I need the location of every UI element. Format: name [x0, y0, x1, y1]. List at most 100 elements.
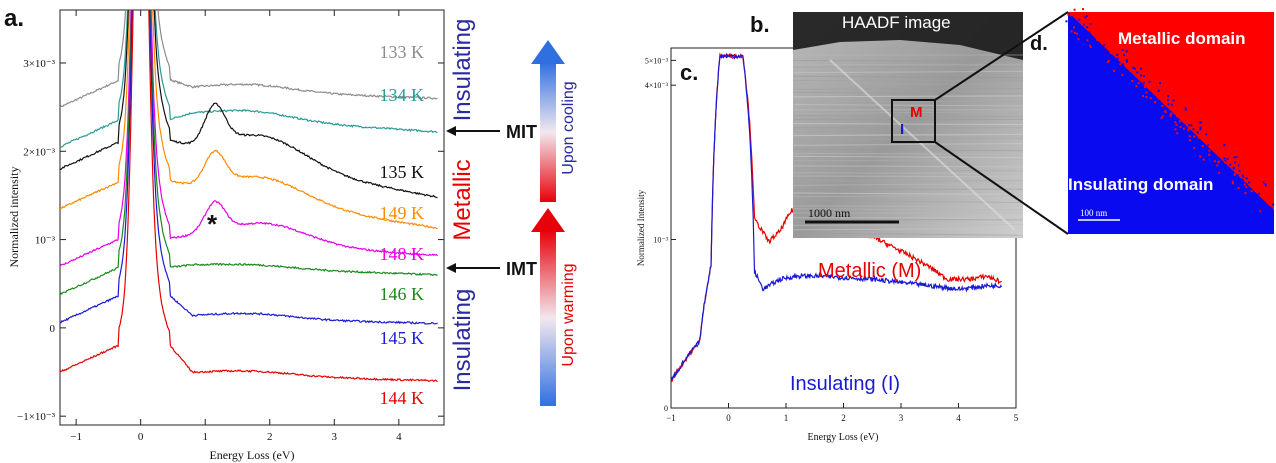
series-line-146k [60, 10, 438, 296]
boundary-pixel [1260, 192, 1262, 195]
mit-arrow-head [446, 126, 456, 136]
panel-a-xticks: −1 0 1 2 3 4 [70, 10, 402, 443]
boundary-pixel [1182, 110, 1185, 113]
panel-a-ytick-label: −1×10⁻³ [17, 411, 56, 423]
temp-label: 133 K [380, 42, 425, 62]
boundary-pixel [1193, 135, 1196, 138]
boundary-pixel [1151, 99, 1154, 102]
boundary-pixel [1243, 177, 1245, 180]
boundary-pixel [1163, 105, 1166, 108]
boundary-pixel [1160, 116, 1163, 119]
boundary-pixel [1107, 47, 1110, 50]
boundary-pixel [1163, 108, 1166, 110]
boundary-pixel [1207, 132, 1210, 135]
haadf-streak [792, 70, 1024, 74]
panel-a-yticks: 3×10⁻³ 2×10⁻³ 10⁻³ 0 −1×10⁻³ [17, 58, 444, 423]
haadf-streak [792, 194, 1024, 198]
boundary-pixel [1213, 142, 1215, 145]
boundary-pixel [1086, 35, 1089, 38]
boundary-pixel [1235, 162, 1238, 165]
boundary-pixel [1238, 169, 1241, 172]
boundary-pixel [1161, 105, 1164, 107]
boundary-pixel [1132, 91, 1135, 94]
boundary-pixel [1233, 173, 1236, 176]
panel-c-yticks: 5×10⁻³ 4×10⁻³ 10⁻³ 0 [645, 56, 676, 413]
boundary-pixel [1243, 183, 1246, 186]
boundary-pixel [1179, 125, 1182, 128]
haadf-streaks [792, 54, 1024, 236]
boundary-pixel [1121, 49, 1124, 51]
boundary-pixel [1245, 182, 1248, 185]
boundary-pixel [1166, 118, 1169, 121]
haadf-dark-region [793, 12, 1023, 60]
mit-label: MIT [506, 122, 537, 142]
boundary-pixel [1089, 44, 1092, 47]
series-line-145k [60, 10, 438, 325]
panel-a-xtick-label: 3 [332, 431, 338, 443]
boundary-pixel [1266, 190, 1269, 192]
boundary-pixel [1242, 176, 1245, 179]
panel-d: d. Metallic domain Insulating domain 100… [1030, 8, 1275, 234]
panel-c-xtick-label: 4 [956, 413, 961, 423]
panel-c-xtick-label: 2 [841, 413, 846, 423]
panel-c: c. 5×10⁻³4×10⁻³10⁻³0 −1 0 1 2 3 4 5 Normalized… [636, 47, 1019, 443]
boundary-pixel [1241, 182, 1244, 184]
boundary-pixel [1137, 82, 1140, 85]
series-line-133k [60, 10, 438, 109]
boundary-pixel [1197, 136, 1200, 139]
boundary-pixel [1237, 187, 1240, 189]
boundary-pixel [1199, 128, 1202, 131]
boundary-pixel [1089, 23, 1092, 26]
phase-label-metallic: Metallic [449, 159, 476, 240]
boundary-pixel [1196, 150, 1199, 153]
boundary-pixel [1199, 126, 1202, 129]
boundary-pixel [1188, 139, 1191, 142]
panel-c-insulating-label: Insulating (I) [790, 373, 900, 395]
haadf-streak [792, 208, 1024, 211]
boundary-pixel [1254, 199, 1257, 202]
boundary-pixel [1174, 128, 1177, 131]
boundary-pixel [1244, 179, 1246, 182]
boundary-pixel [1188, 135, 1191, 138]
boundary-pixel [1084, 16, 1087, 19]
boundary-pixel [1218, 171, 1221, 174]
boundary-pixel [1068, 17, 1071, 20]
haadf-streak [792, 75, 1024, 79]
panel-c-xtick-label: 3 [899, 413, 904, 423]
phase-annotations: Insulating Metallic Insulating MIT IMT U… [446, 19, 577, 406]
boundary-pixel [1149, 97, 1152, 100]
haadf-title: HAADF image [842, 13, 951, 32]
haadf-streak [792, 183, 1024, 186]
boundary-pixel [1123, 54, 1126, 57]
series-line-149k [60, 10, 438, 230]
boundary-pixel [1233, 172, 1236, 175]
panel-a-xtick-label: 2 [267, 431, 273, 443]
boundary-pixel [1161, 115, 1164, 118]
boundary-pixel [1182, 127, 1185, 130]
boundary-pixel [1070, 14, 1072, 17]
panel-a-ytick-label: 10⁻³ [35, 235, 56, 247]
panel-c-ytick-label: 0 [664, 404, 668, 413]
temp-label: 149 K [380, 203, 425, 223]
boundary-pixel [1082, 8, 1084, 11]
boundary-pixel [1248, 181, 1251, 184]
boundary-pixel [1208, 149, 1211, 152]
boundary-pixel [1208, 138, 1211, 141]
series-line-144k [60, 10, 438, 383]
boundary-pixel [1171, 93, 1173, 96]
haadf-streak [792, 103, 1024, 107]
boundary-pixel [1073, 26, 1075, 29]
boundary-pixel [1259, 210, 1262, 213]
boundary-pixel [1140, 74, 1143, 77]
boundary-pixel [1200, 121, 1202, 124]
boundary-pixel [1198, 121, 1201, 124]
panel-a-curves [60, 10, 438, 383]
boundary-pixel [1096, 34, 1099, 36]
cooling-bar [540, 62, 556, 202]
boundary-pixel [1223, 177, 1226, 180]
phase-label-insulating-bottom: Insulating [449, 289, 476, 392]
boundary-pixel [1246, 169, 1249, 172]
boundary-pixel [1113, 69, 1115, 72]
boundary-pixel [1145, 91, 1148, 94]
